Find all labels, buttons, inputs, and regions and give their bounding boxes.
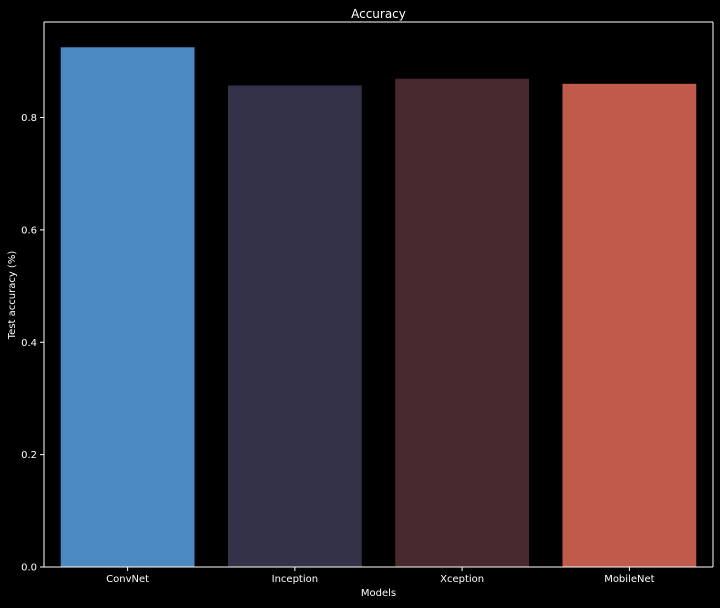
y-tick-label: 0.4: [21, 338, 37, 349]
y-ticks: 0.0 0.2 0.4 0.6 0.8: [21, 113, 44, 574]
y-tick-label: 0.0: [21, 563, 37, 574]
x-tick-label-convnet: ConvNet: [106, 574, 149, 585]
y-tick-label: 0.6: [21, 225, 37, 236]
bar-convnet: [60, 47, 195, 567]
bar-mobilenet: [562, 83, 697, 567]
y-tick-label: 0.8: [21, 113, 37, 124]
y-tick-label: 0.2: [21, 450, 37, 461]
x-axis-label: Models: [361, 588, 396, 599]
bar-inception: [227, 85, 362, 568]
x-ticks: ConvNet Inception Xception MobileNet: [106, 567, 655, 585]
bar-xception: [395, 78, 530, 567]
y-axis-label: Test accuracy (%): [7, 251, 18, 341]
bars-layer: [60, 47, 697, 568]
chart-title: Accuracy: [351, 7, 406, 21]
x-tick-label-inception: Inception: [272, 574, 318, 585]
x-tick-label-mobilenet: MobileNet: [604, 574, 654, 585]
x-tick-label-xception: Xception: [440, 574, 484, 585]
